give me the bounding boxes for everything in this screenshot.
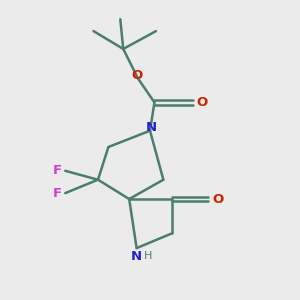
Text: O: O [212, 193, 224, 206]
Text: F: F [52, 187, 62, 200]
Text: F: F [52, 164, 62, 177]
Text: N: N [146, 121, 157, 134]
Text: O: O [131, 69, 142, 82]
Text: N: N [130, 250, 142, 263]
Text: H: H [144, 251, 152, 261]
Text: O: O [196, 96, 208, 109]
